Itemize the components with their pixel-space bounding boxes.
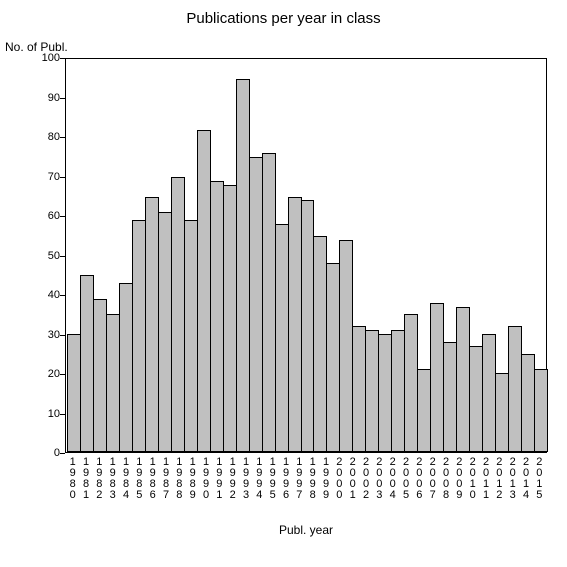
- xtick-label: 1 9 8 8: [173, 457, 185, 501]
- bar: [119, 283, 133, 452]
- bar: [443, 342, 457, 452]
- xtick-label: 1 9 9 8: [307, 457, 319, 501]
- ytick-mark: [60, 295, 65, 296]
- bar: [93, 299, 107, 452]
- bar: [521, 354, 535, 452]
- xtick-label: 1 9 8 7: [160, 457, 172, 501]
- xtick-label: 1 9 8 0: [67, 457, 79, 501]
- xtick-label: 1 9 8 3: [107, 457, 119, 501]
- xtick-label: 1 9 9 6: [280, 457, 292, 501]
- xtick-label: 2 0 0 1: [347, 457, 359, 501]
- bar: [210, 181, 224, 452]
- bar: [67, 334, 81, 452]
- bar: [223, 185, 237, 452]
- xtick-label: 2 0 1 2: [493, 457, 505, 501]
- bar: [158, 212, 172, 452]
- bar: [404, 314, 418, 452]
- bar: [249, 157, 263, 452]
- xtick-label: 2 0 0 2: [360, 457, 372, 501]
- bar: [378, 334, 392, 452]
- bar: [132, 220, 146, 452]
- bar: [508, 326, 522, 452]
- xtick-label: 1 9 8 4: [120, 457, 132, 501]
- bar: [326, 263, 340, 452]
- ytick-mark: [60, 414, 65, 415]
- xtick-label: 2 0 1 4: [520, 457, 532, 501]
- ytick-label: 80: [30, 131, 60, 143]
- xtick-label: 1 9 8 9: [187, 457, 199, 501]
- xtick-label: 2 0 0 6: [413, 457, 425, 501]
- ytick-label: 70: [30, 171, 60, 183]
- bar: [171, 177, 185, 452]
- bar: [262, 153, 276, 452]
- xtick-label: 2 0 1 0: [467, 457, 479, 501]
- bar: [482, 334, 496, 452]
- bar: [534, 369, 548, 452]
- xtick-label: 2 0 1 1: [480, 457, 492, 501]
- xtick-label: 2 0 0 4: [387, 457, 399, 501]
- ytick-mark: [60, 453, 65, 454]
- chart-container: Publications per year in class No. of Pu…: [0, 0, 567, 567]
- xtick-label: 1 9 9 0: [200, 457, 212, 501]
- ytick-label: 50: [30, 250, 60, 262]
- xtick-label: 1 9 8 2: [93, 457, 105, 501]
- ytick-mark: [60, 98, 65, 99]
- ytick-label: 90: [30, 92, 60, 104]
- ytick-label: 100: [30, 52, 60, 64]
- ytick-mark: [60, 58, 65, 59]
- bar: [495, 373, 509, 452]
- ytick-mark: [60, 374, 65, 375]
- bar: [456, 307, 470, 452]
- bar: [288, 197, 302, 452]
- bar: [313, 236, 327, 452]
- xtick-label: 2 0 0 5: [400, 457, 412, 501]
- ytick-label: 20: [30, 368, 60, 380]
- xtick-label: 2 0 0 7: [427, 457, 439, 501]
- xtick-label: 2 0 0 0: [333, 457, 345, 501]
- ytick-mark: [60, 216, 65, 217]
- ytick-label: 40: [30, 289, 60, 301]
- ytick-mark: [60, 256, 65, 257]
- xtick-label: 2 0 0 8: [440, 457, 452, 501]
- xtick-label: 1 9 9 3: [240, 457, 252, 501]
- bar: [197, 130, 211, 452]
- bar: [145, 197, 159, 452]
- xtick-label: 2 0 1 3: [507, 457, 519, 501]
- xtick-label: 2 0 0 3: [373, 457, 385, 501]
- xtick-label: 1 9 8 1: [80, 457, 92, 501]
- bar: [275, 224, 289, 452]
- x-axis-title: Publ. year: [65, 523, 547, 537]
- bar: [430, 303, 444, 452]
- ytick-label: 10: [30, 408, 60, 420]
- xtick-label: 1 9 9 7: [293, 457, 305, 501]
- ytick-mark: [60, 177, 65, 178]
- ytick-label: 30: [30, 329, 60, 341]
- xtick-label: 1 9 9 4: [253, 457, 265, 501]
- ytick-label: 0: [30, 447, 60, 459]
- chart-title: Publications per year in class: [0, 10, 567, 27]
- xtick-label: 2 0 0 9: [453, 457, 465, 501]
- xtick-label: 1 9 9 2: [227, 457, 239, 501]
- bar: [391, 330, 405, 452]
- xtick-label: 1 9 9 5: [267, 457, 279, 501]
- bar: [106, 314, 120, 452]
- bar: [184, 220, 198, 452]
- bar: [80, 275, 94, 452]
- bar: [236, 79, 250, 452]
- xtick-label: 1 9 9 1: [213, 457, 225, 501]
- xtick-label: 1 9 8 5: [133, 457, 145, 501]
- ytick-mark: [60, 137, 65, 138]
- xtick-label: 1 9 9 9: [320, 457, 332, 501]
- bar: [417, 369, 431, 452]
- bar: [301, 200, 315, 452]
- xtick-label: 1 9 8 6: [147, 457, 159, 501]
- ytick-mark: [60, 335, 65, 336]
- bar: [339, 240, 353, 452]
- bar: [352, 326, 366, 452]
- bar: [365, 330, 379, 452]
- ytick-label: 60: [30, 210, 60, 222]
- plot-area: [65, 58, 547, 453]
- bar: [469, 346, 483, 452]
- xtick-label: 2 0 1 5: [533, 457, 545, 501]
